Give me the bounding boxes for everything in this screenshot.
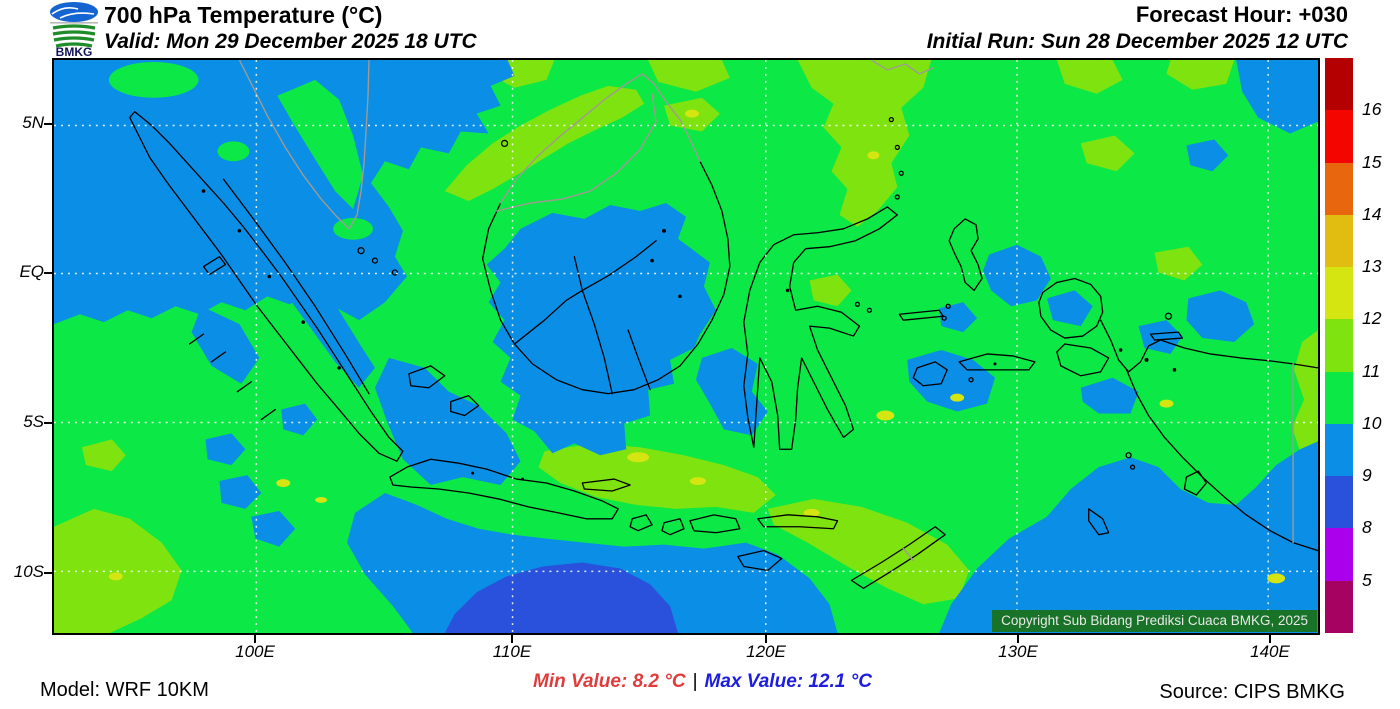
field-band-12-13 <box>108 109 1286 584</box>
island-papua-south-coast <box>1125 369 1318 552</box>
lat-label-eq: EQ <box>19 262 44 281</box>
island-halmahera <box>948 218 983 292</box>
gridlines <box>54 60 1318 633</box>
lat-label-5s: 5S <box>23 412 44 431</box>
colorbar <box>1325 58 1353 633</box>
colorbar-label-12: 12 <box>1362 308 1382 328</box>
colorbar-label-10: 10 <box>1362 413 1382 433</box>
island-timor <box>850 526 946 589</box>
lon-tick <box>765 635 767 643</box>
lat-tick <box>44 422 52 424</box>
malay-peninsula <box>238 60 370 230</box>
field-band-8-9 <box>444 562 679 633</box>
lon-tick <box>254 635 256 643</box>
coastlines <box>129 60 1318 589</box>
colorbar-step <box>1325 528 1353 581</box>
lat-tick <box>44 272 52 274</box>
map-frame: Copyright Sub Bidang Prediksi Cuaca BMKG… <box>52 58 1320 635</box>
colorbar-step <box>1325 371 1353 424</box>
minmax-separator: | <box>692 671 698 692</box>
colorbar-step <box>1325 162 1353 215</box>
colorbar-step <box>1325 423 1353 477</box>
lon-label-110e: 110E <box>492 642 532 661</box>
logo-text: BMKG <box>56 45 93 57</box>
valid-time: Valid: Mon 29 December 2025 18 UTC <box>104 30 477 53</box>
lat-tick <box>44 123 52 125</box>
page-title: 700 hPa Temperature (°C) <box>104 2 383 28</box>
colorbar-label-11: 11 <box>1362 361 1381 381</box>
colorbar-label-16: 16 <box>1362 99 1382 119</box>
lon-label-130e: 130E <box>998 642 1038 661</box>
bmkg-logo: BMKG <box>50 2 98 57</box>
colorbar-label-14: 14 <box>1362 204 1382 224</box>
colorbar-step <box>1325 214 1353 268</box>
field-band-9-10 <box>54 60 1318 633</box>
initial-run: Initial Run: Sun 28 December 2025 12 UTC <box>926 30 1348 53</box>
island-sumatra <box>129 110 404 462</box>
colorbar-step <box>1325 267 1353 320</box>
colorbar-step <box>1325 476 1353 529</box>
lon-tick <box>511 635 513 643</box>
lon-label-120e: 120E <box>746 642 786 661</box>
copyright-badge: Copyright Sub Bidang Prediksi Cuaca BMKG… <box>992 610 1317 632</box>
max-value: Max Value: 12.1 °C <box>704 671 872 692</box>
forecast-hour: Forecast Hour: +030 <box>1135 2 1348 27</box>
colorbar-label-13: 13 <box>1362 256 1382 276</box>
lat-label-5n: 5N <box>22 113 44 132</box>
lat-label-10s: 10S <box>13 562 44 581</box>
colorbar-label-15: 15 <box>1362 152 1382 172</box>
field-band-10-11-holes <box>108 61 373 240</box>
colorbar-step <box>1325 319 1353 372</box>
island-java <box>389 458 619 520</box>
lat-tick <box>44 572 52 574</box>
colorbar-label-5: 5 <box>1362 570 1372 590</box>
source-label: Source: CIPS BMKG <box>1159 681 1345 703</box>
min-value: Min Value: 8.2 °C <box>533 671 686 692</box>
island-sulawesi <box>743 206 898 450</box>
logo-waves-icon <box>52 24 96 48</box>
colorbar-step <box>1325 58 1353 111</box>
island-papua-birdhead <box>1038 277 1104 339</box>
terrain-specks <box>201 189 1177 481</box>
lon-tick <box>1017 635 1019 643</box>
island-borneo <box>481 160 731 395</box>
lon-tick <box>1269 635 1271 643</box>
colorbar-label-9: 9 <box>1362 465 1372 485</box>
model-label: Model: WRF 10KM <box>40 679 209 701</box>
colorbar-label-8: 8 <box>1362 517 1372 537</box>
logo-cloud-icon <box>50 2 98 22</box>
minmax-row: Min Value: 8.2 °C | Max Value: 12.1 °C <box>533 671 872 693</box>
lon-label-100e: 100E <box>235 642 275 661</box>
temperature-map <box>54 60 1318 633</box>
colorbar-step <box>1325 110 1353 163</box>
lon-label-140e: 140E <box>1250 642 1290 661</box>
colorbar-step <box>1325 580 1353 633</box>
